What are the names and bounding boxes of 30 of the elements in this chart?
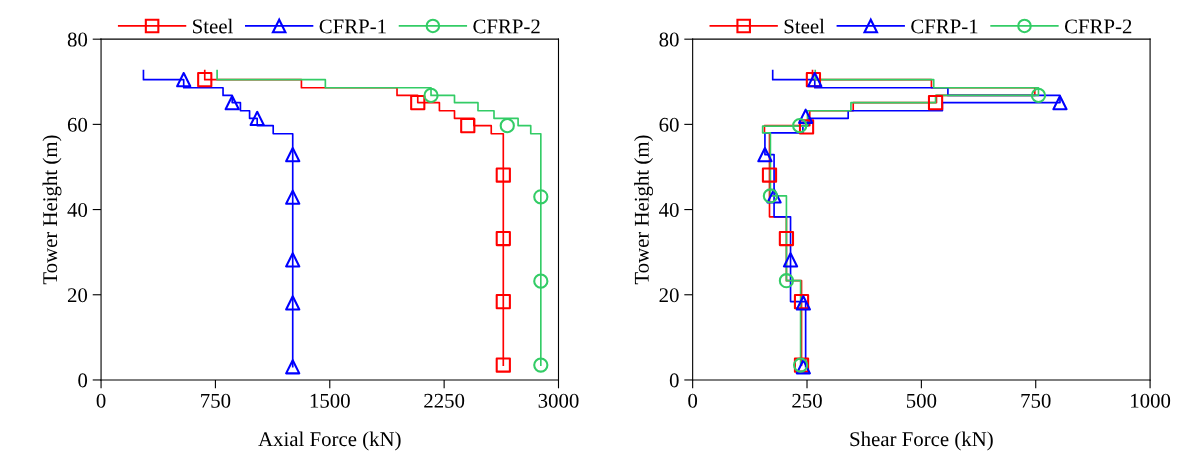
x-tick-label: 3000 — [538, 393, 579, 408]
x-tick-label: 1500 — [310, 393, 350, 408]
y-axis-title: Tower Height (m) — [634, 135, 654, 285]
y-tick-label: 60 — [659, 117, 679, 132]
y-tick-label: 0 — [78, 373, 88, 388]
x-tick-label: 2250 — [424, 393, 465, 408]
x-tick-label: 500 — [906, 393, 937, 408]
y-tick-label: 80 — [659, 32, 679, 47]
legend-label: CFRP-1 — [911, 19, 978, 34]
y-tick-label: 40 — [67, 202, 88, 217]
x-axis-title: Shear Force (kN) — [850, 431, 993, 451]
legend-label: Steel — [784, 18, 825, 34]
legend-label: CFRP-2 — [473, 19, 540, 34]
x-tick-label: 1000 — [1131, 393, 1171, 408]
y-axis-title: Tower Height (m) — [42, 135, 62, 285]
legend-label: Steel — [193, 18, 233, 34]
x-tick-label: 250 — [792, 393, 822, 408]
x-axis-title: Axial Force (kN) — [258, 431, 401, 451]
y-tick-label: 20 — [67, 288, 88, 303]
x-tick-label: 0 — [688, 393, 698, 408]
y-tick-label: 80 — [67, 32, 88, 47]
y-tick-label: 40 — [659, 202, 679, 217]
legend-label: CFRP-1 — [319, 19, 386, 34]
x-tick-label: 0 — [96, 393, 106, 408]
legend-label: CFRP-2 — [1064, 19, 1132, 34]
x-tick-label: 750 — [1021, 393, 1051, 408]
x-tick-label: 750 — [201, 393, 231, 408]
y-tick-label: 60 — [67, 117, 88, 132]
y-tick-label: 20 — [659, 288, 679, 303]
y-tick-label: 0 — [669, 373, 679, 388]
